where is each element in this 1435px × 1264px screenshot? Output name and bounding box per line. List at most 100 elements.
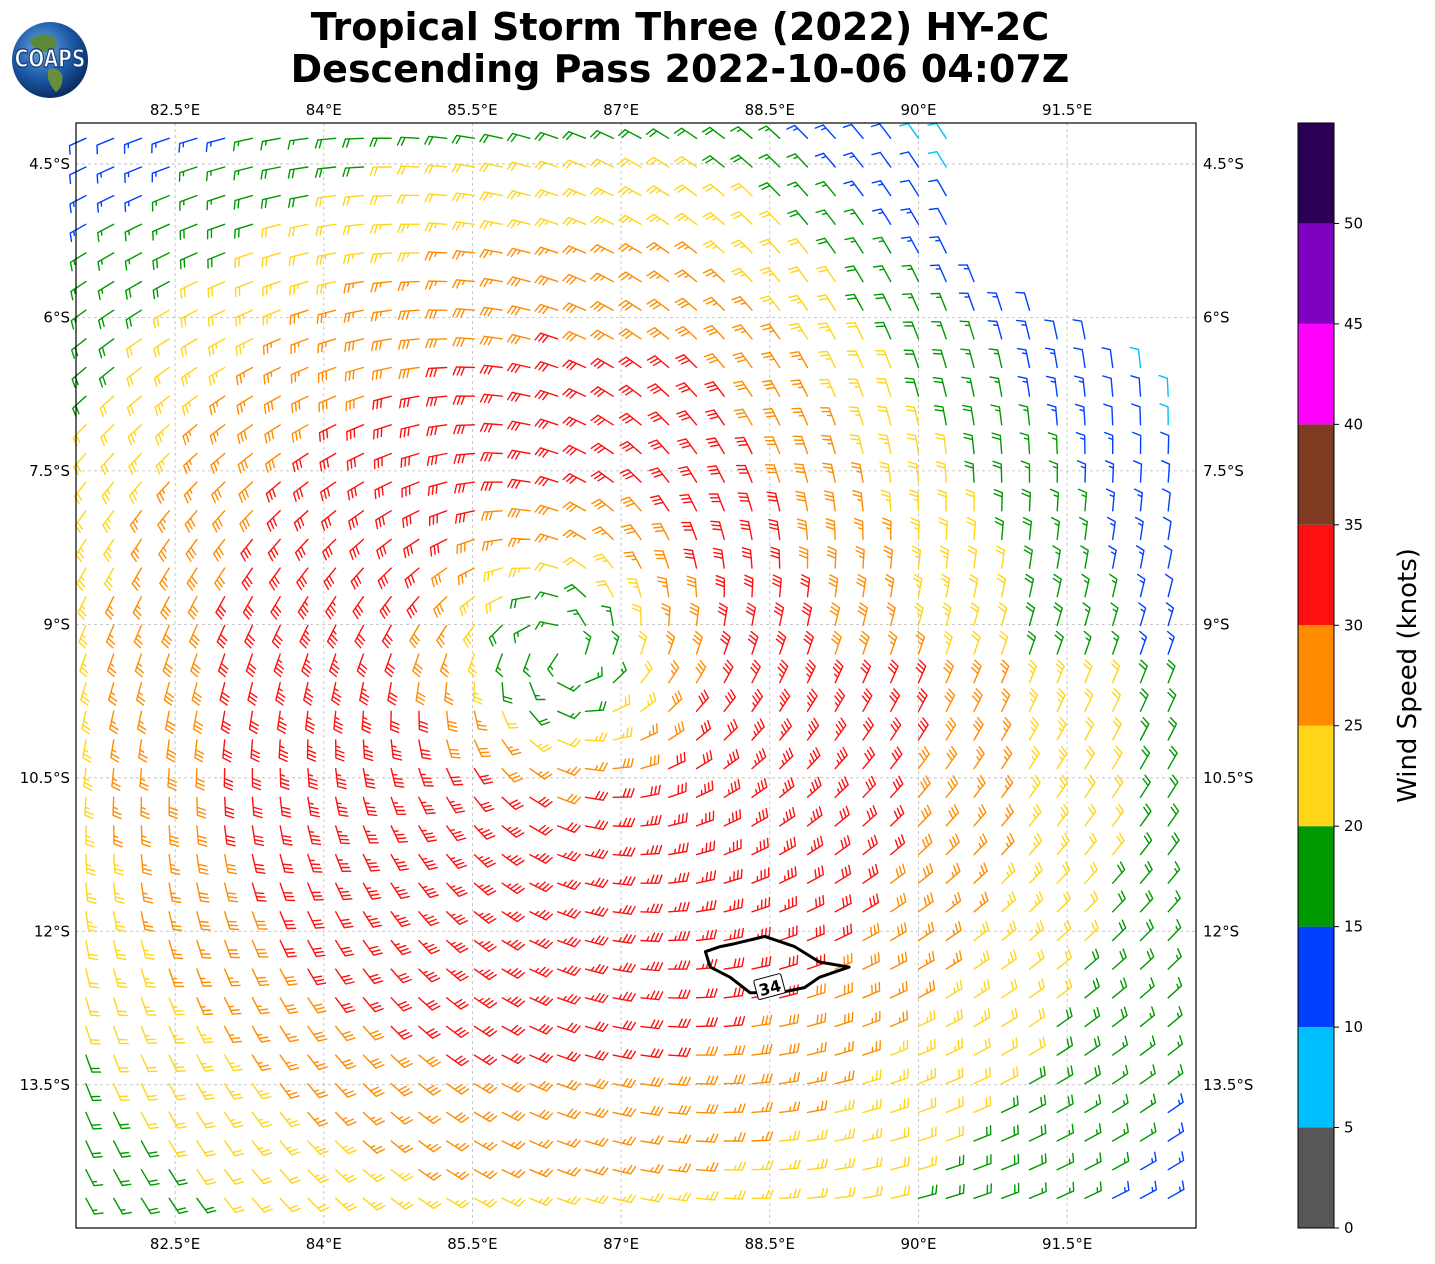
wind-barb bbox=[695, 659, 707, 684]
wind-barb bbox=[126, 395, 143, 417]
wind-barb bbox=[803, 630, 814, 655]
wind-barb bbox=[818, 350, 836, 369]
wind-barb bbox=[668, 931, 691, 942]
colorbar-tick-label: 30 bbox=[1344, 616, 1363, 634]
wind-barb bbox=[307, 882, 324, 901]
wind-barb bbox=[140, 825, 151, 848]
colorbar-tick-label: 0 bbox=[1344, 1219, 1354, 1237]
wind-barb bbox=[890, 1097, 910, 1114]
wind-barb bbox=[473, 1082, 498, 1094]
wind-barb bbox=[209, 424, 226, 445]
wind-barb bbox=[362, 739, 374, 762]
wind-barb bbox=[534, 389, 559, 401]
wind-barb bbox=[507, 362, 531, 374]
wind-barb bbox=[911, 545, 922, 569]
wind-barb bbox=[270, 596, 282, 620]
wind-barb bbox=[612, 1136, 637, 1146]
wind-barb bbox=[961, 376, 975, 397]
wind-barb bbox=[168, 882, 182, 904]
wind-barb bbox=[279, 1197, 301, 1213]
wind-barb bbox=[1139, 1035, 1156, 1056]
wind-barb bbox=[260, 137, 281, 151]
wind-barb bbox=[1112, 890, 1126, 913]
wind-barb bbox=[590, 215, 614, 225]
wind-barb bbox=[384, 653, 395, 678]
wind-barb bbox=[651, 522, 670, 541]
wind-barb bbox=[181, 395, 198, 416]
wind-barb bbox=[731, 324, 753, 340]
wind-barb bbox=[240, 538, 254, 562]
wind-barb bbox=[562, 302, 587, 314]
wind-barb bbox=[695, 929, 717, 942]
wind-barb bbox=[99, 395, 115, 417]
wind-barb bbox=[481, 510, 503, 521]
wind-barb bbox=[1139, 1064, 1156, 1085]
wind-barb bbox=[723, 957, 745, 970]
wind-barb bbox=[1112, 861, 1126, 884]
wind-barb bbox=[842, 123, 864, 139]
wind-barb bbox=[446, 1140, 470, 1152]
wind-barb bbox=[191, 682, 202, 706]
wind-barb bbox=[186, 567, 198, 591]
wind-barb bbox=[676, 410, 698, 426]
wind-barb bbox=[973, 862, 988, 884]
wind-barb bbox=[874, 321, 892, 340]
wind-barb bbox=[1028, 717, 1039, 741]
wind-barb bbox=[343, 280, 365, 294]
wind-barb bbox=[70, 309, 87, 330]
wind-barb bbox=[834, 1040, 854, 1056]
wind-barb bbox=[501, 1169, 526, 1179]
wind-barb bbox=[593, 553, 614, 569]
wind-barb bbox=[562, 416, 587, 428]
wind-barb bbox=[529, 938, 553, 949]
wind-barb bbox=[279, 1025, 299, 1043]
wind-barb bbox=[751, 867, 770, 884]
wind-barb bbox=[653, 550, 670, 569]
wind-barb bbox=[1084, 1065, 1101, 1085]
wind-barb bbox=[396, 136, 420, 146]
wind-barb bbox=[591, 498, 614, 512]
wind-barb bbox=[567, 609, 587, 627]
lat-tick-label-right: 13.5°S bbox=[1203, 1076, 1253, 1094]
wind-barb bbox=[179, 252, 198, 270]
wind-barb bbox=[107, 653, 117, 678]
wind-barb bbox=[501, 739, 522, 756]
wind-barb bbox=[362, 939, 383, 956]
colorbar-label: Wind Speed (knots) bbox=[1393, 548, 1423, 803]
wind-barb bbox=[495, 653, 504, 678]
wind-barb bbox=[529, 1023, 553, 1035]
wind-barb bbox=[973, 746, 985, 770]
wind-barb bbox=[649, 495, 670, 512]
wind-barb bbox=[590, 187, 614, 197]
wind-barb bbox=[789, 351, 809, 369]
wind-barb bbox=[640, 1135, 664, 1145]
wind-barb bbox=[626, 578, 642, 598]
wind-barb bbox=[344, 338, 365, 353]
wind-barb bbox=[1167, 745, 1178, 770]
wind-barb bbox=[85, 1197, 104, 1215]
wind-barb bbox=[766, 491, 781, 512]
wind-barb bbox=[702, 126, 725, 139]
wind-barb bbox=[1047, 432, 1058, 455]
wind-barb bbox=[288, 252, 309, 267]
wind-barb bbox=[379, 596, 392, 619]
wind-barb bbox=[85, 1083, 102, 1102]
lat-tick-label-left: 9°S bbox=[43, 615, 70, 633]
wind-barb bbox=[390, 1054, 413, 1069]
lon-tick-label-top: 82.5°E bbox=[150, 101, 200, 119]
wind-barb bbox=[1028, 861, 1043, 884]
wind-barb bbox=[1056, 832, 1070, 856]
wind-barb bbox=[620, 496, 642, 512]
wind-barb bbox=[185, 538, 198, 562]
wind-barb bbox=[251, 796, 263, 819]
wind-barb bbox=[152, 309, 170, 329]
wind-barb bbox=[1138, 602, 1147, 627]
wind-barb bbox=[638, 630, 648, 655]
wind-barb bbox=[479, 393, 503, 404]
wind-barb bbox=[1112, 1006, 1128, 1028]
wind-barb bbox=[1001, 1153, 1020, 1171]
wind-barb bbox=[288, 194, 309, 208]
wind-barb bbox=[668, 1192, 692, 1202]
wind-barb bbox=[79, 653, 89, 678]
wind-barb bbox=[424, 193, 448, 203]
